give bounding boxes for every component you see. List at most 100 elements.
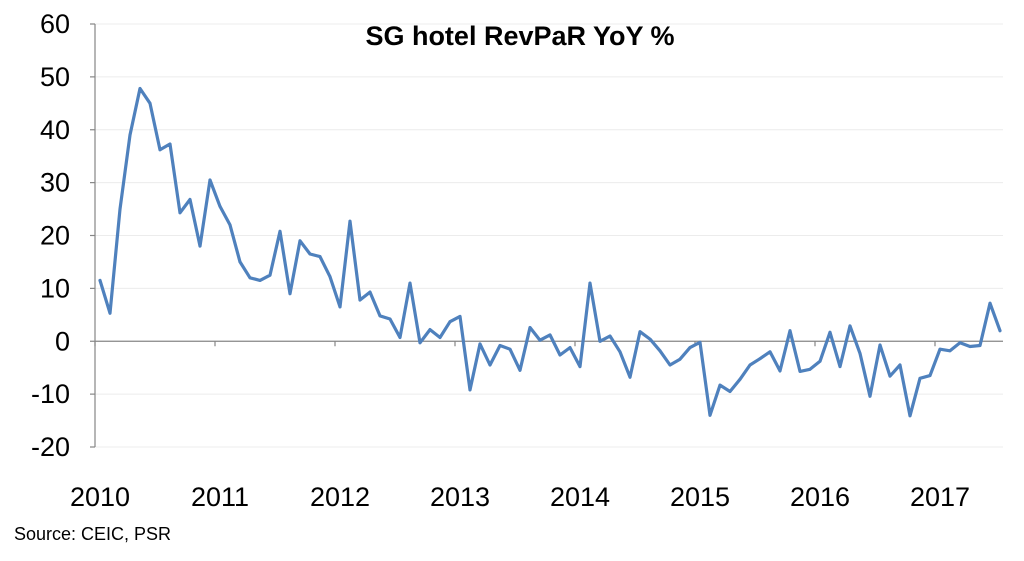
data-point (338, 305, 342, 309)
x-tick-label: 2013 (430, 482, 490, 512)
y-tick-labels: 60 50 40 30 20 10 0 -10 -20 (31, 9, 70, 462)
data-point (418, 341, 422, 345)
data-point (568, 346, 572, 349)
data-point (748, 363, 752, 367)
y-tick-label: 60 (40, 9, 70, 39)
data-point (108, 311, 112, 315)
data-point (358, 298, 362, 302)
source-note: Source: CEIC, PSR (14, 524, 172, 544)
data-point (148, 101, 152, 105)
data-point (388, 317, 392, 321)
data-point (128, 133, 132, 137)
data-point (668, 363, 672, 367)
data-point (198, 244, 202, 248)
data-point (158, 148, 162, 152)
data-point (168, 142, 172, 146)
data-point (98, 279, 102, 282)
data-point (248, 276, 252, 280)
data-point (698, 340, 702, 344)
x-tick-label: 2017 (910, 482, 970, 512)
data-points (98, 87, 1002, 418)
data-point (728, 390, 732, 393)
data-point (548, 333, 552, 337)
data-point (988, 301, 992, 305)
data-point (678, 357, 682, 361)
x-tick-label: 2015 (670, 482, 730, 512)
data-point (858, 352, 862, 355)
data-point (638, 330, 642, 334)
data-point (288, 292, 292, 296)
y-tick-label: 20 (40, 221, 70, 251)
data-point (598, 339, 602, 343)
y-tick-label: 50 (40, 62, 70, 92)
data-point (958, 341, 962, 345)
data-point (558, 353, 562, 357)
x-tick-label: 2016 (790, 482, 850, 512)
y-tick-label: 30 (40, 168, 70, 198)
data-point (298, 239, 302, 243)
data-point (898, 363, 902, 367)
data-point (448, 320, 452, 324)
x-tick-label: 2011 (191, 482, 249, 512)
series-line (98, 86, 1002, 418)
data-point (978, 344, 982, 347)
data-point (468, 388, 472, 392)
data-point (178, 211, 182, 215)
data-point (798, 370, 802, 373)
data-point (808, 367, 812, 371)
data-point (498, 344, 502, 347)
data-point (458, 315, 462, 318)
data-point (648, 337, 652, 341)
data-point (208, 178, 212, 182)
data-point (188, 198, 192, 201)
data-point (738, 377, 742, 381)
x-tick-label: 2010 (70, 482, 130, 512)
data-point (258, 279, 262, 282)
y-tick-label: -10 (31, 379, 70, 409)
data-point (848, 324, 852, 328)
data-point (538, 338, 542, 342)
data-point (488, 363, 492, 367)
data-point (778, 369, 782, 373)
data-point (428, 328, 432, 331)
data-point (708, 413, 712, 417)
y-tick-label: 0 (55, 326, 70, 356)
y-tick-label: 10 (40, 273, 70, 303)
data-point (828, 330, 832, 334)
data-point (998, 329, 1002, 333)
data-point (438, 336, 442, 339)
data-point (408, 281, 412, 285)
data-point (618, 350, 622, 354)
y-tick-label: 40 (40, 115, 70, 145)
data-point (378, 314, 382, 318)
data-point (968, 345, 972, 348)
data-point (528, 326, 532, 329)
data-point (398, 336, 402, 339)
x-tick-label: 2012 (310, 482, 370, 512)
data-point (888, 374, 892, 378)
chart-title: SG hotel RevPaR YoY % (365, 21, 674, 51)
data-point (758, 357, 762, 361)
data-point (868, 394, 872, 398)
data-point (578, 365, 582, 368)
data-point (138, 87, 142, 90)
data-point (688, 346, 692, 349)
data-point (878, 343, 882, 347)
data-point (788, 329, 792, 333)
data-point (658, 349, 662, 353)
data-point (918, 376, 922, 380)
data-point (818, 359, 822, 363)
x-tick-label: 2014 (550, 482, 610, 512)
data-point (118, 207, 122, 211)
data-point (348, 219, 352, 223)
data-point (718, 383, 722, 387)
data-point (268, 273, 272, 277)
data-point (838, 365, 842, 368)
x-tick-labels: 2010 2011 2012 2013 2014 2015 2016 2017 (70, 482, 970, 512)
data-point (218, 205, 222, 208)
data-point (518, 368, 522, 372)
y-tick-label: -20 (31, 432, 70, 462)
data-point (478, 342, 482, 346)
data-point (508, 347, 512, 351)
